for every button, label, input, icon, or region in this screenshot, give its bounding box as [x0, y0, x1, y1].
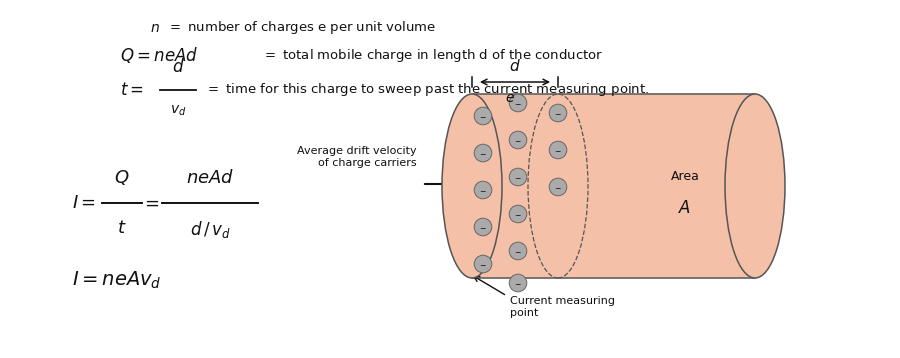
Text: $-$: $-$: [479, 223, 487, 232]
Text: $v_d$: $v_d$: [455, 194, 472, 208]
Text: $-$: $-$: [514, 247, 522, 256]
Text: $d$: $d$: [172, 58, 184, 76]
Circle shape: [549, 104, 567, 122]
Ellipse shape: [442, 94, 502, 278]
Text: $Q = neAd$: $Q = neAd$: [120, 45, 198, 65]
Circle shape: [474, 144, 491, 162]
Circle shape: [549, 141, 567, 159]
Text: $t$: $t$: [117, 219, 127, 237]
Text: $-$: $-$: [554, 145, 562, 155]
Circle shape: [509, 94, 526, 112]
Text: $I =$: $I =$: [72, 194, 96, 212]
Circle shape: [474, 218, 491, 236]
Text: $-$: $-$: [479, 185, 487, 194]
Circle shape: [474, 181, 491, 199]
Circle shape: [549, 178, 567, 196]
Text: $-$: $-$: [554, 108, 562, 117]
Ellipse shape: [725, 94, 785, 278]
Text: $neAd$: $neAd$: [186, 169, 234, 187]
Text: Area: Area: [670, 169, 699, 183]
Text: $A$: $A$: [679, 199, 691, 217]
Text: $v_d$: $v_d$: [170, 104, 186, 118]
Polygon shape: [472, 94, 755, 278]
Text: $n$: $n$: [150, 21, 160, 35]
Text: $=$ time for this charge to sweep past the current measuring point.: $=$ time for this charge to sweep past t…: [205, 82, 649, 98]
Text: $-$: $-$: [514, 98, 522, 107]
Text: $=$ total mobile charge in length d of the conductor: $=$ total mobile charge in length d of t…: [262, 47, 603, 63]
Text: Current measuring
point: Current measuring point: [510, 296, 615, 318]
Text: $-$: $-$: [479, 149, 487, 158]
Text: $-$: $-$: [514, 279, 522, 287]
Circle shape: [509, 242, 526, 260]
Circle shape: [509, 205, 526, 223]
Text: $-$: $-$: [514, 173, 522, 182]
Text: $e$: $e$: [505, 91, 515, 105]
Circle shape: [509, 168, 526, 186]
Text: $-$: $-$: [479, 260, 487, 268]
Text: $d\,/\,v_d$: $d\,/\,v_d$: [190, 219, 230, 240]
Text: $-$: $-$: [479, 111, 487, 121]
Circle shape: [509, 274, 526, 292]
Circle shape: [509, 131, 526, 149]
Text: $t =$: $t =$: [120, 81, 144, 99]
Text: $d$: $d$: [509, 58, 521, 74]
Circle shape: [474, 255, 491, 273]
Circle shape: [474, 107, 491, 125]
Text: $=$: $=$: [140, 194, 159, 212]
Text: $-$: $-$: [514, 135, 522, 145]
Text: $-$: $-$: [554, 183, 562, 192]
Text: Average drift velocity
of charge carriers: Average drift velocity of charge carrier…: [297, 146, 417, 168]
Text: $I = neAv_d$: $I = neAv_d$: [72, 269, 162, 291]
Text: $=$ number of charges e per unit volume: $=$ number of charges e per unit volume: [167, 19, 436, 37]
Text: $-$: $-$: [514, 209, 522, 218]
Text: $Q$: $Q$: [114, 168, 130, 187]
